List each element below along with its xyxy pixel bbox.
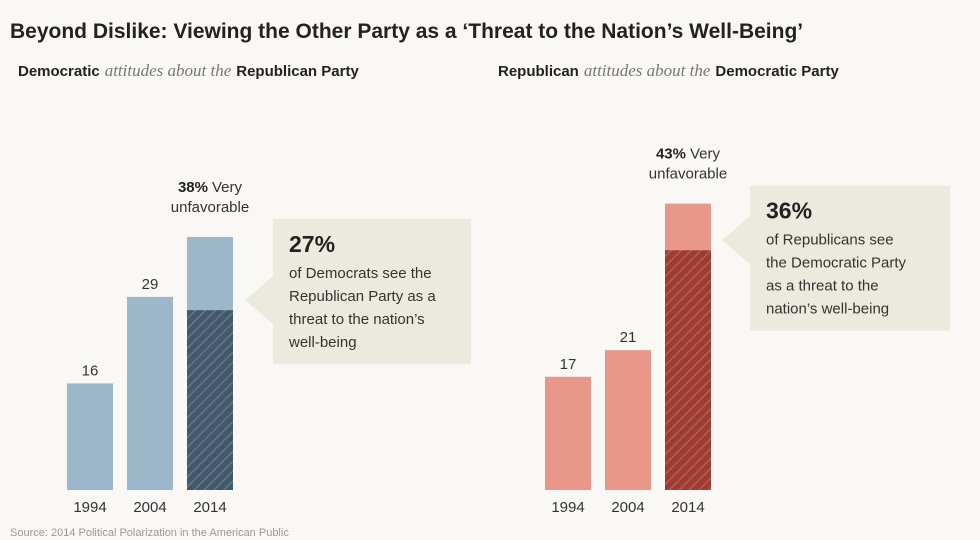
subtitle-part: Democratic — [18, 63, 100, 80]
bar — [127, 296, 173, 490]
callout-text: as a threat to the — [766, 278, 879, 295]
bar — [545, 376, 591, 490]
x-tick-label: 2004 — [611, 499, 644, 516]
callout-text: of Republicans see — [766, 232, 894, 249]
value-label-note: Very — [690, 146, 721, 163]
x-tick-label: 2014 — [671, 499, 704, 516]
callout-box — [722, 185, 950, 331]
callout-text: well-being — [288, 334, 357, 351]
value-label-number: 43% — [656, 146, 686, 163]
callout-text: the Democratic Party — [766, 255, 907, 272]
chart-title: Beyond Dislike: Viewing the Other Party … — [10, 20, 803, 43]
callout-value: 36% — [766, 198, 812, 224]
subtitle-part: Republican — [498, 63, 579, 80]
subtitle-part: attitudes about the — [584, 61, 711, 80]
value-label-note: unfavorable — [171, 199, 249, 216]
value-label: 43% Very — [656, 146, 721, 163]
bar — [67, 383, 113, 490]
value-label: 29 — [142, 276, 159, 293]
callout-value: 27% — [289, 231, 335, 257]
x-tick-label: 2004 — [133, 499, 166, 516]
x-tick-label: 1994 — [73, 499, 106, 516]
callout-text: Republican Party as a — [289, 288, 436, 305]
x-tick-label: 1994 — [551, 499, 584, 516]
threat-bar — [187, 310, 233, 490]
value-label: 21 — [620, 329, 637, 346]
bar — [605, 350, 651, 490]
threat-bar — [665, 250, 711, 490]
source-note: Source: 2014 Political Polarization in t… — [10, 527, 289, 539]
callout-box — [245, 218, 471, 364]
value-label-note: Very — [212, 179, 243, 196]
value-label: 38% Very — [178, 179, 243, 196]
subtitle: Republican attitudes about the Democratic … — [498, 61, 839, 80]
value-label-note: unfavorable — [649, 166, 727, 183]
value-label-number: 38% — [178, 179, 208, 196]
value-label: 16 — [82, 362, 99, 379]
callout-text: threat to the nation’s — [289, 311, 425, 328]
subtitle-part: attitudes about the — [105, 61, 232, 80]
callout-text: nation’s well-being — [766, 301, 889, 318]
subtitle: Democratic attitudes about the Republican … — [18, 61, 359, 80]
subtitle-part: Democratic Party — [715, 63, 839, 80]
subtitle-part: Republican Party — [236, 63, 359, 80]
callout-text: of Democrats see the — [289, 265, 432, 282]
x-tick-label: 2014 — [193, 499, 226, 516]
value-label: 17 — [560, 356, 577, 373]
